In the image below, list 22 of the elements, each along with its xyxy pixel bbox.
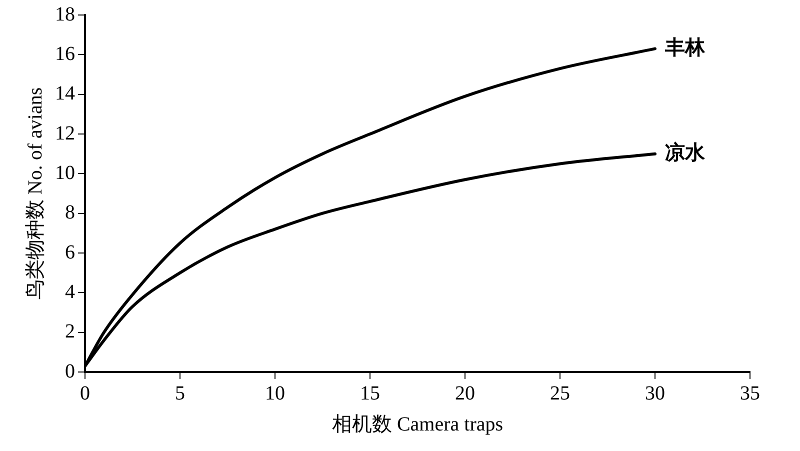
series-label: 丰林 — [664, 36, 706, 59]
y-tick-label: 10 — [55, 162, 75, 184]
x-tick-label: 35 — [740, 382, 760, 404]
y-tick-label: 8 — [65, 202, 75, 224]
y-tick-label: 2 — [65, 320, 75, 343]
y-tick-label: 0 — [65, 360, 75, 382]
y-tick-label: 6 — [65, 241, 75, 264]
y-tick-label: 14 — [55, 82, 75, 105]
x-tick-label: 20 — [455, 382, 475, 404]
y-tick-label: 16 — [55, 42, 75, 65]
x-tick-label: 25 — [550, 382, 570, 404]
x-tick-label: 10 — [265, 382, 285, 404]
x-tick-label: 15 — [360, 382, 380, 404]
y-tick-label: 18 — [55, 3, 75, 26]
y-tick-label: 12 — [55, 122, 75, 144]
x-tick-label: 30 — [645, 382, 665, 404]
x-axis-title: 相机数 Camera traps — [332, 413, 504, 436]
y-axis-title: 鸟类物种数 No. of avians — [24, 87, 46, 300]
series-label: 凉水 — [665, 141, 706, 164]
y-tick-label: 4 — [65, 280, 75, 303]
x-tick-label: 0 — [80, 382, 90, 404]
x-tick-label: 5 — [175, 382, 185, 404]
